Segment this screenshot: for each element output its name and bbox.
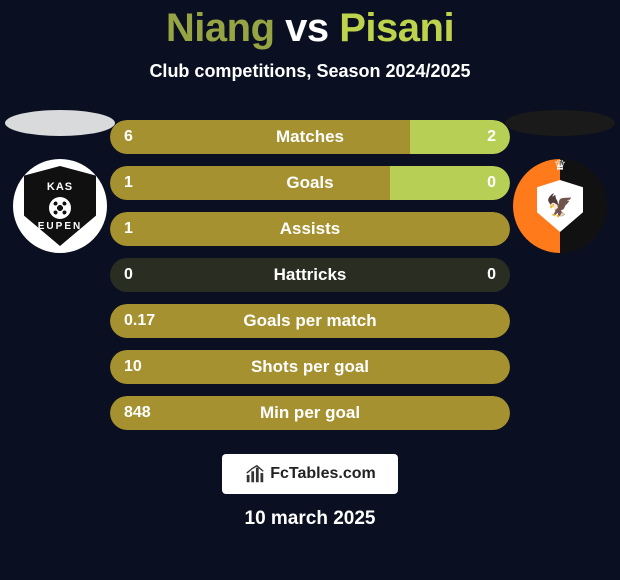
stat-label: Goals (110, 173, 510, 193)
team2-crest-bg: ♛ 🦅 (513, 159, 607, 253)
stat-label: Shots per goal (110, 357, 510, 377)
stat-row: 848Min per goal (110, 396, 510, 430)
footer-date: 10 march 2025 (0, 508, 620, 530)
stat-row: 62Matches (110, 120, 510, 154)
team1-crest-wrap: KAS EUPEN (0, 110, 120, 270)
stat-row: 10Shots per goal (110, 350, 510, 384)
team2-shield: 🦅 (537, 180, 583, 232)
subtitle: Club competitions, Season 2024/2025 (0, 61, 620, 82)
stat-row: 1Assists (110, 212, 510, 246)
page-title: Niang vs Pisani (0, 0, 620, 51)
brand-text: FcTables.com (270, 465, 376, 483)
team1-shadow (5, 110, 115, 136)
crown-icon: ♛ (554, 157, 567, 174)
player2-name: Pisani (339, 6, 454, 50)
team2-shadow (505, 110, 615, 136)
team2-crest-wrap: ♛ 🦅 (500, 110, 620, 270)
stats-bars: 62Matches 10Goals 1Assists 00Hattricks 0.17G… (110, 120, 510, 442)
chart-icon (244, 463, 266, 485)
stat-label: Matches (110, 127, 510, 147)
stat-row: 10Goals (110, 166, 510, 200)
team1-shield: KAS EUPEN (24, 166, 96, 246)
team1-crest-top: KAS (47, 181, 73, 193)
team1-crest: KAS EUPEN (10, 156, 110, 256)
stat-label: Assists (110, 219, 510, 239)
stat-label: Hattricks (110, 265, 510, 285)
team1-crest-bottom: EUPEN (38, 221, 82, 232)
stat-label: Goals per match (110, 311, 510, 331)
soccer-ball-icon (49, 197, 71, 219)
team2-crest: ♛ 🦅 (510, 156, 610, 256)
eagle-icon: 🦅 (546, 195, 573, 217)
stat-row: 0.17Goals per match (110, 304, 510, 338)
vs-text: vs (285, 6, 339, 50)
stat-row: 00Hattricks (110, 258, 510, 292)
stat-label: Min per goal (110, 403, 510, 423)
player1-name: Niang (166, 6, 275, 50)
brand-badge: FcTables.com (222, 454, 398, 494)
